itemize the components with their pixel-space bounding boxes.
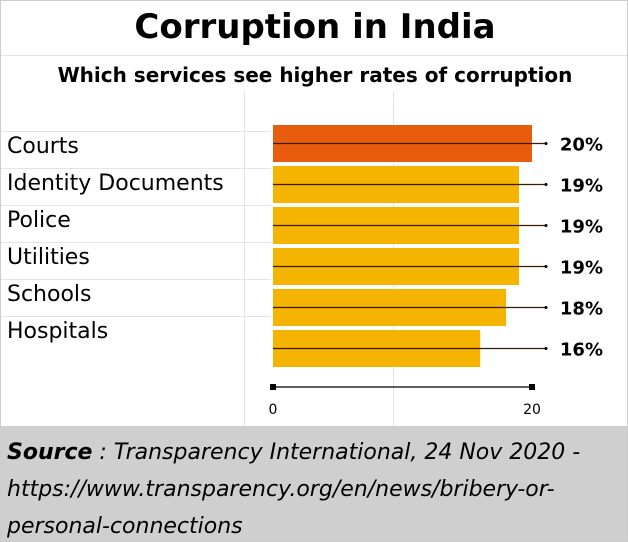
gridline xyxy=(1,168,271,169)
chart-title: Corruption in India xyxy=(134,7,496,47)
gridline xyxy=(1,279,271,280)
category-label: Schools xyxy=(7,282,92,307)
data-label: 16% xyxy=(560,340,603,361)
source-note: Source : Transparency International, 24 … xyxy=(1,426,627,541)
leader-dot xyxy=(544,347,548,350)
x-tick-marker xyxy=(529,384,535,390)
leader-dot xyxy=(544,183,548,186)
chart-subtitle: Which services see higher rates of corru… xyxy=(57,63,573,87)
source-label: Source xyxy=(7,440,93,465)
plot-area: 20% 19% 19% 19% 18% 16% 0 20 xyxy=(269,125,603,418)
leader-dot xyxy=(544,142,548,145)
data-label: 18% xyxy=(560,299,603,320)
category-label: Police xyxy=(7,208,71,233)
category-label: Hospitals xyxy=(7,319,109,344)
category-label: Identity Documents xyxy=(7,171,224,196)
gridline xyxy=(1,55,627,56)
x-tick-marker xyxy=(270,384,276,390)
x-tick-label: 0 xyxy=(269,402,278,418)
x-tick-label: 20 xyxy=(523,402,541,418)
source-text: : Transparency International, 24 Nov 202… xyxy=(7,440,581,539)
gridline xyxy=(1,131,271,132)
gridline xyxy=(1,205,271,206)
category-label: Courts xyxy=(7,134,79,159)
data-label: 19% xyxy=(560,176,603,197)
gridline xyxy=(1,242,271,243)
leader-dot xyxy=(544,224,548,227)
leader-dot xyxy=(544,306,548,309)
gridline xyxy=(1,316,271,317)
data-label: 20% xyxy=(560,135,603,156)
leader-dot xyxy=(544,265,548,268)
data-label: 19% xyxy=(560,258,603,279)
category-label: Utilities xyxy=(7,245,90,270)
gridline xyxy=(244,91,245,426)
data-label: 19% xyxy=(560,217,603,238)
